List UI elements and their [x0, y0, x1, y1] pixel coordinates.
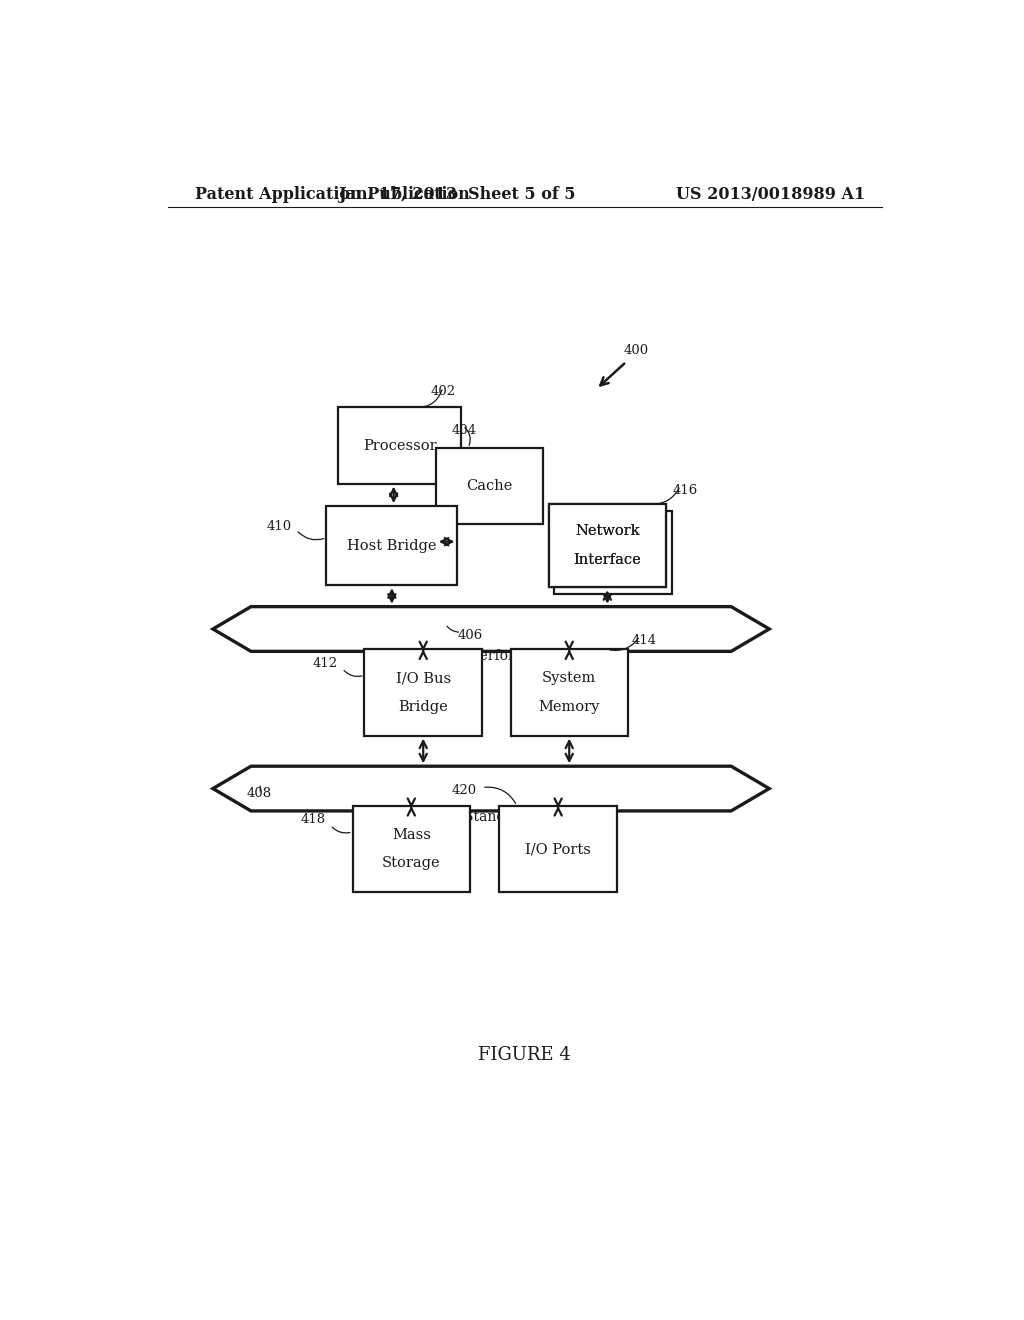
Bar — [352, 805, 470, 892]
Bar — [511, 649, 628, 735]
Text: Host Bridge: Host Bridge — [347, 539, 436, 553]
Text: Interface: Interface — [573, 553, 641, 566]
Text: Jan. 17, 2013  Sheet 5 of 5: Jan. 17, 2013 Sheet 5 of 5 — [339, 186, 577, 203]
Text: Processor: Processor — [362, 438, 436, 453]
Text: High Performance I/O Bus: High Performance I/O Bus — [432, 649, 617, 664]
Text: Network: Network — [575, 524, 640, 539]
Text: 418: 418 — [301, 813, 326, 826]
Text: Patent Application Publication: Patent Application Publication — [196, 186, 470, 203]
Bar — [365, 649, 482, 735]
Text: US 2013/0018989 A1: US 2013/0018989 A1 — [676, 186, 865, 203]
Text: 414: 414 — [632, 634, 657, 647]
Text: Standard I/O Bus: Standard I/O Bus — [464, 809, 586, 822]
Bar — [436, 447, 543, 524]
Text: FIGURE 4: FIGURE 4 — [478, 1045, 571, 1064]
Text: 412: 412 — [313, 656, 338, 669]
Bar — [549, 504, 666, 587]
Text: 410: 410 — [267, 520, 292, 533]
Bar — [338, 408, 462, 483]
Text: Cache: Cache — [466, 479, 513, 494]
Polygon shape — [213, 766, 769, 810]
Bar — [554, 511, 672, 594]
Text: 400: 400 — [624, 343, 649, 356]
Bar — [327, 506, 458, 585]
Text: I/O Bus: I/O Bus — [395, 672, 451, 685]
Text: 408: 408 — [247, 787, 272, 800]
Text: Network: Network — [575, 524, 640, 539]
Bar — [500, 805, 616, 892]
Text: Bridge: Bridge — [398, 700, 449, 714]
Text: 406: 406 — [458, 630, 482, 642]
Text: 402: 402 — [430, 385, 456, 399]
Text: Memory: Memory — [539, 700, 600, 714]
Text: 404: 404 — [452, 424, 477, 437]
Text: 416: 416 — [673, 484, 697, 496]
Bar — [549, 504, 666, 587]
Polygon shape — [213, 607, 769, 651]
Text: Mass: Mass — [392, 828, 431, 842]
Text: System: System — [542, 672, 596, 685]
Text: Interface: Interface — [573, 553, 641, 566]
Text: I/O Ports: I/O Ports — [525, 842, 591, 857]
Text: 420: 420 — [452, 784, 477, 797]
Text: Storage: Storage — [382, 857, 440, 870]
